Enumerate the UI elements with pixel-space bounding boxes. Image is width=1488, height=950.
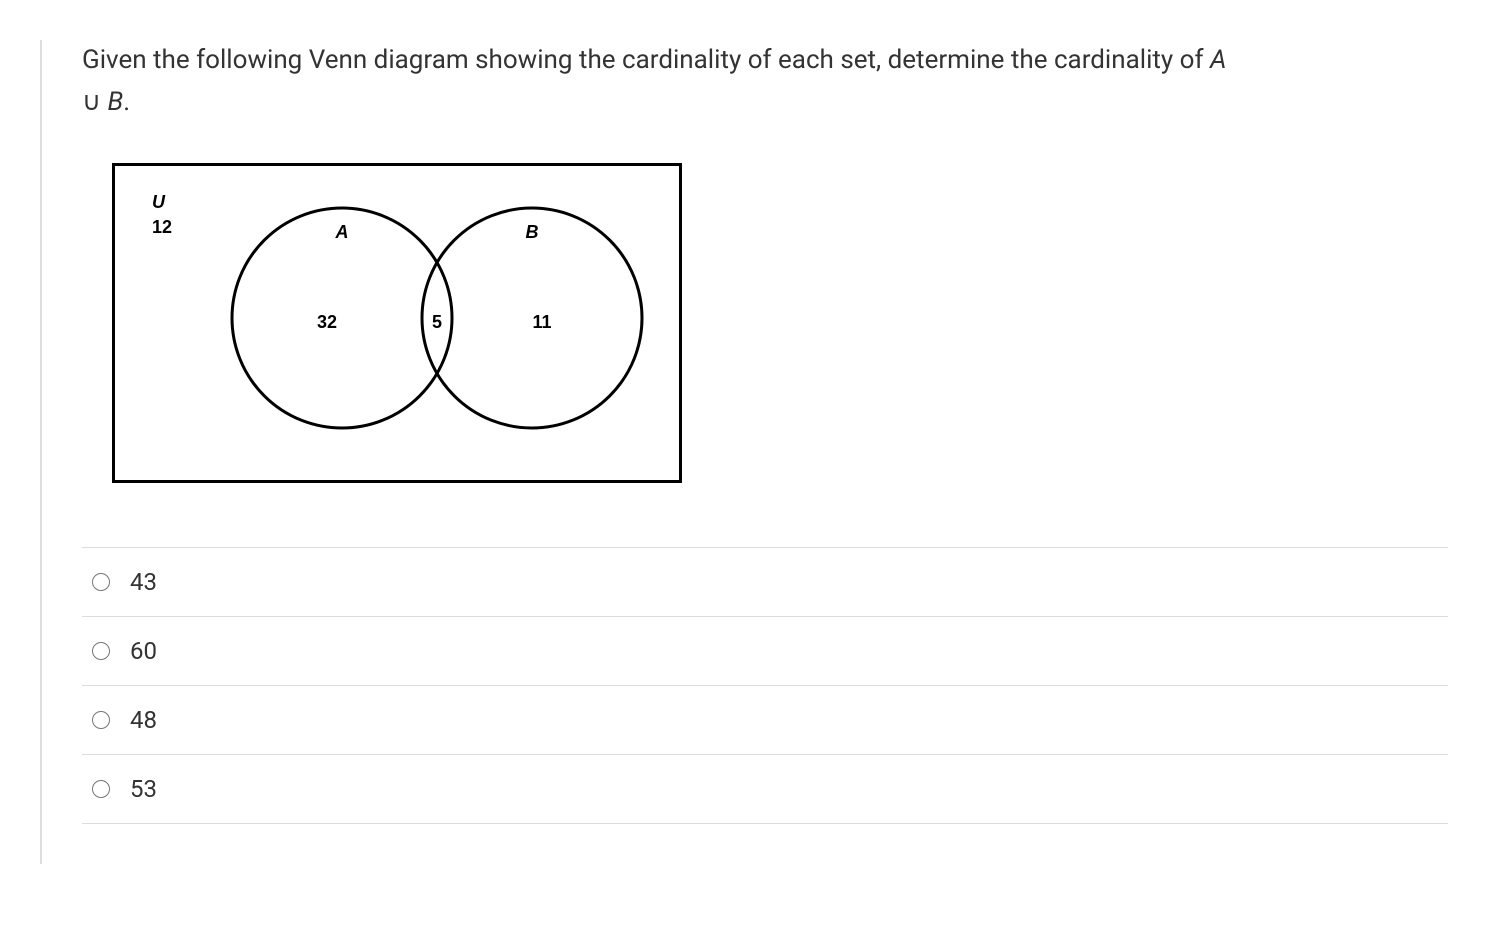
svg-text:B: B xyxy=(526,222,539,242)
option-label: 53 xyxy=(130,775,157,803)
radio-option-4[interactable] xyxy=(92,780,110,798)
venn-diagram: U 12 A B 32 5 11 xyxy=(112,163,1448,487)
option-row[interactable]: 43 xyxy=(82,547,1448,616)
question-suffix: . xyxy=(123,87,130,117)
radio-option-1[interactable] xyxy=(92,573,110,591)
venn-svg: U 12 A B 32 5 11 xyxy=(112,163,682,483)
option-label: 43 xyxy=(130,568,157,596)
option-label: 48 xyxy=(130,706,157,734)
option-row[interactable]: 53 xyxy=(82,754,1448,824)
option-row[interactable]: 60 xyxy=(82,616,1448,685)
option-label: 60 xyxy=(130,637,157,665)
radio-option-2[interactable] xyxy=(92,642,110,660)
question-var-a: A xyxy=(1210,45,1226,75)
radio-option-3[interactable] xyxy=(92,711,110,729)
svg-text:12: 12 xyxy=(152,217,172,237)
svg-text:32: 32 xyxy=(317,312,337,332)
union-symbol: ∪ xyxy=(82,87,101,117)
svg-text:5: 5 xyxy=(432,312,442,332)
question-container: Given the following Venn diagram showing… xyxy=(40,40,1448,864)
option-row[interactable]: 48 xyxy=(82,685,1448,754)
question-text: Given the following Venn diagram showing… xyxy=(82,40,1448,123)
answer-options: 43 60 48 53 xyxy=(82,547,1448,824)
svg-text:U: U xyxy=(152,192,166,212)
svg-text:A: A xyxy=(335,222,349,242)
question-prefix: Given the following Venn diagram showing… xyxy=(82,45,1210,75)
question-var-b: B xyxy=(107,87,123,117)
svg-text:11: 11 xyxy=(532,312,551,332)
